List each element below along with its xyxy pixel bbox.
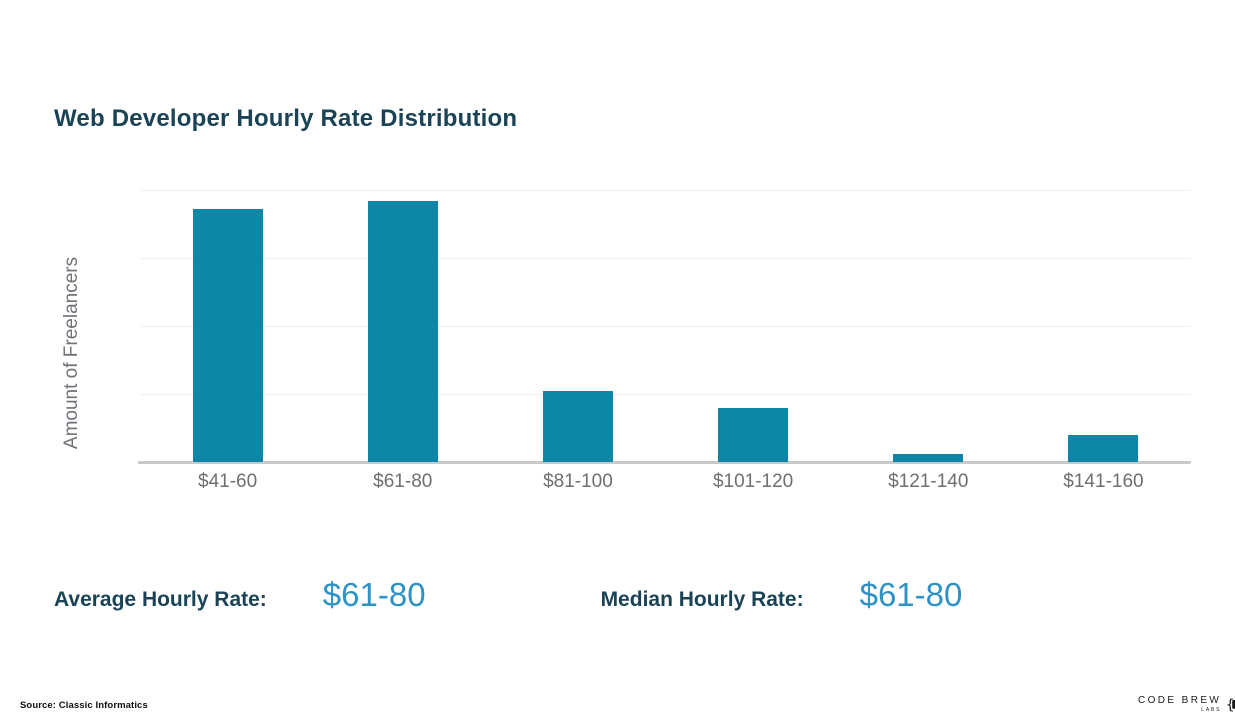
x-tick-label: $141-160 <box>1063 471 1144 492</box>
x-axis-labels: $41-60 $61-80 $81-100 $101-120 $121-140 $141-… <box>140 471 1191 493</box>
bar-column <box>140 190 315 462</box>
bar-101-120 <box>718 407 789 462</box>
svg-text:{: { <box>1226 698 1234 714</box>
bar-column <box>841 190 1016 462</box>
y-axis-label: Amount of Freelancers <box>61 256 82 450</box>
code-brew-logo: CODE BREW LABS { } > <box>1138 692 1235 716</box>
gridline <box>140 258 1191 259</box>
gridline <box>140 394 1191 395</box>
chart-title: Web Developer Hourly Rate Distribution <box>54 105 518 132</box>
stats-row: Average Hourly Rate: $61-80 Median Hourl… <box>54 576 962 614</box>
average-rate-label: Average Hourly Rate: <box>54 588 267 611</box>
bar-121-140 <box>893 453 964 462</box>
bar-column <box>490 190 665 462</box>
bar-column <box>315 190 490 462</box>
logo-wordmark: CODE BREW LABS <box>1138 695 1221 713</box>
logo-name-text: CODE BREW <box>1138 695 1222 706</box>
x-tick-label: $61-80 <box>373 471 433 492</box>
logo-sub-text: LABS <box>1201 707 1222 713</box>
bar-column <box>666 190 841 462</box>
x-tick-label: $121-140 <box>888 471 969 492</box>
bar-61-80 <box>367 200 438 462</box>
x-tick-label: $41-60 <box>198 471 258 492</box>
bar-141-160 <box>1068 434 1139 462</box>
gridline <box>140 190 1191 191</box>
average-rate-value: $61-80 <box>322 576 426 613</box>
x-axis-line <box>138 461 1191 464</box>
bar-81-100 <box>542 391 613 462</box>
bar-41-60 <box>192 209 263 462</box>
plot-area <box>138 190 1191 464</box>
mug-icon: { } > <box>1226 697 1235 714</box>
median-rate-value: $61-80 <box>859 576 963 613</box>
x-tick-label: $81-100 <box>543 471 613 492</box>
bar-columns <box>140 190 1191 462</box>
gridline <box>140 326 1191 327</box>
source-note: Source: Classic Informatics <box>20 700 148 711</box>
median-rate-label: Median Hourly Rate: <box>600 588 804 611</box>
bar-column <box>1016 190 1191 462</box>
x-tick-label: $101-120 <box>712 471 794 492</box>
